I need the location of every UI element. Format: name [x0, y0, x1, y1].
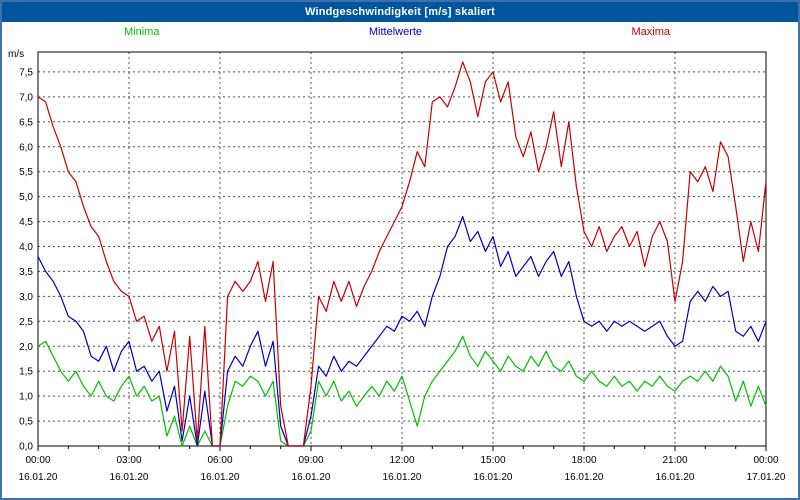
svg-text:16.01.20: 16.01.20	[383, 472, 422, 483]
svg-text:16.01.20: 16.01.20	[19, 472, 58, 483]
svg-text:00:00: 00:00	[753, 455, 778, 466]
svg-text:17.01.20: 17.01.20	[747, 472, 786, 483]
svg-text:0,0: 0,0	[19, 442, 33, 453]
svg-text:2,0: 2,0	[19, 342, 33, 353]
svg-text:16.01.20: 16.01.20	[292, 472, 331, 483]
legend-item-mittelwerte: Mittelwerte	[368, 26, 423, 38]
svg-text:1,5: 1,5	[19, 367, 33, 378]
svg-text:5,0: 5,0	[19, 192, 33, 203]
chart-legend: Minima Mittelwerte Maxima	[2, 22, 798, 42]
svg-text:4,5: 4,5	[19, 217, 33, 228]
svg-text:6,5: 6,5	[19, 117, 33, 128]
svg-text:4,0: 4,0	[19, 242, 33, 253]
page-title: Windgeschwindigkeit [m/s] skaliert	[304, 6, 496, 18]
svg-text:06:00: 06:00	[207, 455, 232, 466]
svg-text:16.01.20: 16.01.20	[656, 472, 695, 483]
svg-text:m/s: m/s	[8, 49, 24, 60]
svg-text:12:00: 12:00	[389, 455, 414, 466]
svg-text:21:00: 21:00	[662, 455, 687, 466]
svg-text:5,5: 5,5	[19, 167, 33, 178]
svg-text:3,0: 3,0	[19, 292, 33, 303]
svg-text:7,5: 7,5	[19, 67, 33, 78]
chart-canvas: 0,0 0,5 1,0 1,5 2,0 2,5 3,0 3,5 4,0 4,5 5,0 5,5 6,0 6…	[8, 49, 786, 483]
svg-text:3,5: 3,5	[19, 267, 33, 278]
svg-text:16.01.20: 16.01.20	[110, 472, 149, 483]
svg-text:1,0: 1,0	[19, 392, 33, 403]
svg-text:03:00: 03:00	[116, 455, 141, 466]
svg-text:18:00: 18:00	[571, 455, 596, 466]
svg-text:09:00: 09:00	[298, 455, 323, 466]
svg-text:16.01.20: 16.01.20	[201, 472, 240, 483]
window-title-bar: Windgeschwindigkeit [m/s] skaliert	[2, 2, 798, 22]
legend-item-minima: Minima	[124, 26, 160, 38]
svg-text:7,0: 7,0	[19, 92, 33, 103]
svg-text:16.01.20: 16.01.20	[474, 472, 513, 483]
legend-item-maxima: Maxima	[631, 26, 670, 38]
svg-text:0,5: 0,5	[19, 417, 33, 428]
svg-text:6,0: 6,0	[19, 142, 33, 153]
svg-text:16.01.20: 16.01.20	[565, 472, 604, 483]
svg-text:15:00: 15:00	[480, 455, 505, 466]
svg-text:2,5: 2,5	[19, 317, 33, 328]
svg-text:00:00: 00:00	[25, 455, 50, 466]
